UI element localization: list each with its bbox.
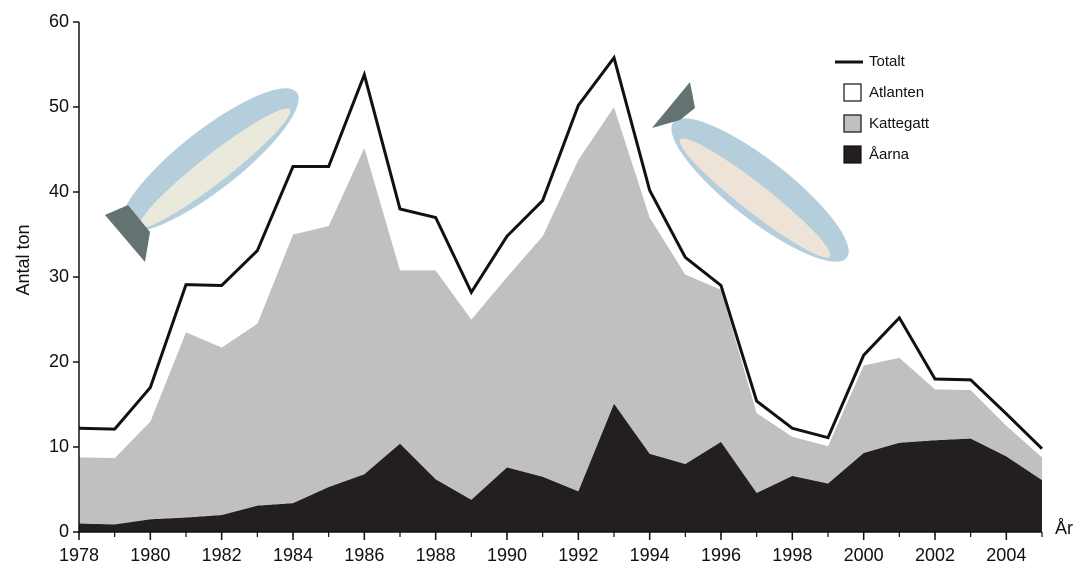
x-axis-label: År [1055, 518, 1073, 538]
y-tick-label: 20 [49, 351, 69, 371]
x-tick-label: 2000 [844, 545, 884, 565]
legend-swatch [843, 114, 862, 133]
legend-label: Åarna [869, 146, 910, 163]
plot [79, 57, 1042, 532]
x-tick-label: 2002 [915, 545, 955, 565]
legend-label: Totalt [869, 53, 906, 70]
x-tick-label: 1990 [487, 545, 527, 565]
x-tick-label: 2004 [986, 545, 1026, 565]
y-tick-label: 50 [49, 96, 69, 116]
area [79, 57, 1042, 459]
x-tick-label: 1998 [772, 545, 812, 565]
y-tick-label: 40 [49, 181, 69, 201]
y-tick-label: 0 [59, 521, 69, 541]
x-tick-label: 1992 [558, 545, 598, 565]
y-tick-label: 60 [49, 11, 69, 31]
y-axis-label: Antal ton [13, 224, 33, 295]
x-tick-label: 1982 [202, 545, 242, 565]
y-tick-label: 30 [49, 266, 69, 286]
x-tick-label: 1986 [344, 545, 384, 565]
legend-swatch [843, 83, 862, 102]
y-tick-label: 10 [49, 436, 69, 456]
legend-label: Kattegatt [869, 115, 930, 132]
x-tick-label: 1984 [273, 545, 313, 565]
legend-label: Atlanten [869, 84, 924, 101]
fish-left [105, 88, 299, 262]
fish-right [652, 82, 849, 262]
legend-swatch [843, 145, 862, 164]
area [79, 403, 1042, 532]
x-tick-label: 1988 [416, 545, 456, 565]
x-tick-label: 1978 [59, 545, 99, 565]
x-tick-label: 1994 [630, 545, 670, 565]
area [79, 107, 1042, 525]
x-tick-label: 1980 [130, 545, 170, 565]
line [78, 54, 1044, 450]
x-tick-label: 1996 [701, 545, 741, 565]
